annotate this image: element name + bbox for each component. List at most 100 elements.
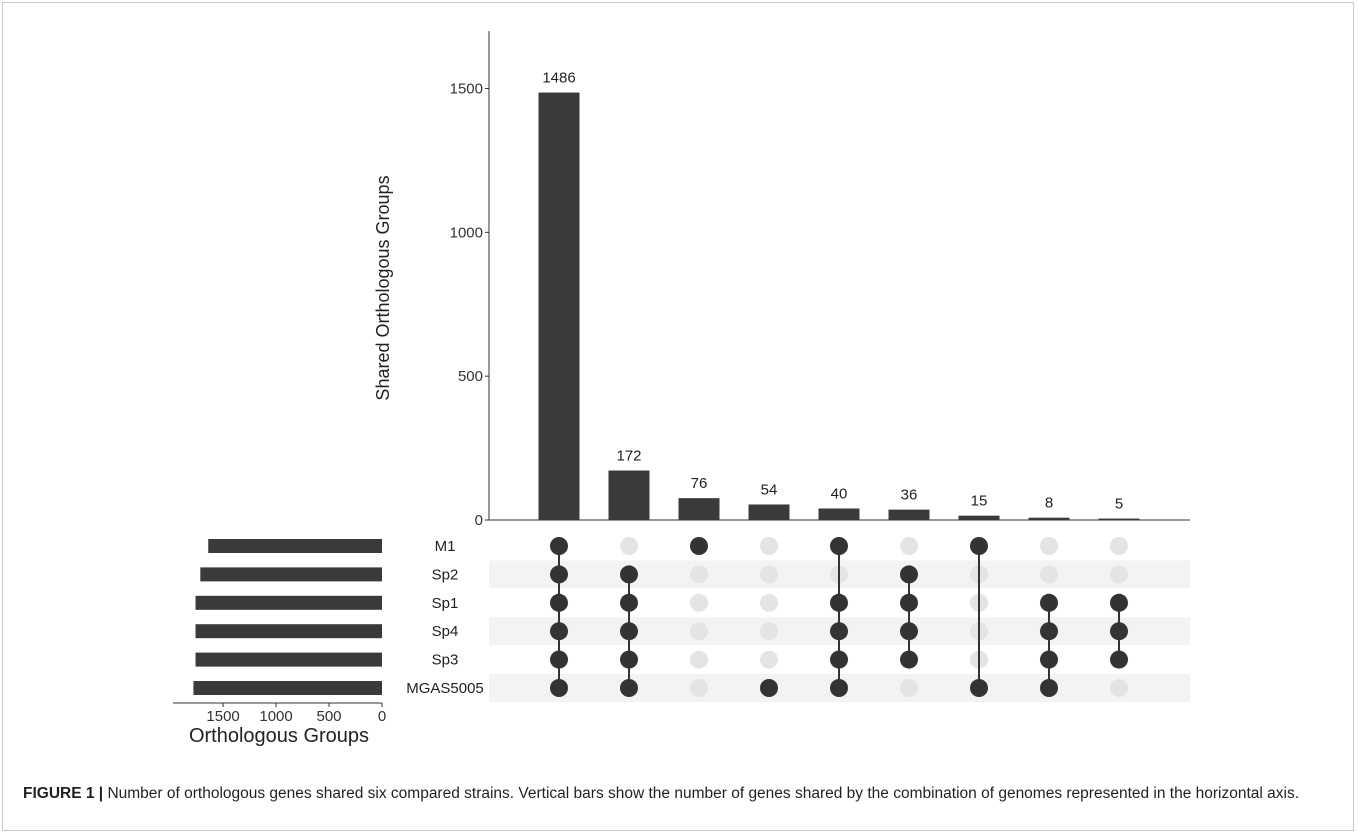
matrix-dot-active [1040, 593, 1058, 612]
matrix-dot-inactive [1040, 565, 1058, 584]
bar-value-label: 40 [831, 485, 848, 502]
y-axis: 0 500 1000 1500 [450, 31, 1190, 529]
matrix-dot-inactive [760, 622, 778, 641]
matrix-dot-inactive [690, 650, 708, 669]
matrix-dot-inactive [1040, 537, 1058, 555]
matrix-dot-inactive [1110, 565, 1128, 584]
matrix-dot-active [620, 622, 638, 641]
intersection-bars: 1486 172 76 54 40 36 15 8 5 [538, 70, 1140, 521]
matrix-dot-inactive [690, 679, 708, 697]
intersection-bar [678, 498, 720, 520]
y-tick-label: 500 [458, 368, 483, 385]
intersection-matrix [550, 537, 1128, 697]
matrix-dot-active [900, 565, 918, 584]
set-size-tick-label: 0 [378, 708, 386, 725]
matrix-dot-active [550, 679, 568, 697]
intersection-bar [538, 92, 580, 521]
matrix-dot-inactive [690, 622, 708, 641]
y-tick-label: 1500 [450, 81, 483, 98]
matrix-dot-active [1040, 650, 1058, 669]
bar-value-label: 5 [1115, 496, 1123, 513]
bar-value-label: 15 [971, 493, 988, 510]
matrix-dot-active [900, 593, 918, 612]
matrix-dot-inactive [760, 593, 778, 612]
matrix-dot-active [760, 679, 778, 697]
set-size-axis-label: Orthologous Groups [189, 725, 369, 747]
matrix-dot-active [830, 650, 848, 669]
bar-value-label: 36 [901, 487, 918, 504]
matrix-dot-active [900, 650, 918, 669]
set-size-axis: 1500 1000 500 0 [173, 702, 386, 725]
matrix-dot-active [550, 593, 568, 612]
matrix-dot-active [550, 622, 568, 641]
set-name-label: Sp4 [432, 623, 459, 640]
set-size-tick-label: 1000 [259, 708, 292, 725]
matrix-dot-active [1110, 650, 1128, 669]
matrix-dot-active [690, 537, 708, 555]
figure-caption: FIGURE 1 | Number of orthologous genes s… [23, 782, 1333, 805]
matrix-dot-active [550, 565, 568, 584]
matrix-dot-active [620, 593, 638, 612]
matrix-dot-active [830, 537, 848, 555]
y-axis-label: Shared Orthologous Groups [373, 175, 393, 400]
set-size-bar [208, 539, 382, 553]
matrix-dot-inactive [690, 593, 708, 612]
set-size-bar [195, 652, 382, 667]
set-name-label: MGAS5005 [406, 680, 484, 697]
matrix-dot-active [830, 622, 848, 641]
matrix-dot-active [830, 593, 848, 612]
matrix-dot-inactive [1110, 679, 1128, 697]
matrix-dot-inactive [900, 679, 918, 697]
matrix-dot-inactive [760, 565, 778, 584]
set-size-tick-label: 500 [317, 708, 342, 725]
set-names: M1 Sp2 Sp1 Sp4 Sp3 MGAS5005 [406, 538, 484, 697]
caption-text: Number of orthologous genes shared six c… [103, 785, 1300, 802]
set-size-bars [193, 539, 382, 695]
matrix-dot-inactive [690, 565, 708, 584]
matrix-dot-inactive [900, 537, 918, 555]
bar-value-label: 76 [691, 475, 708, 492]
intersection-bar [958, 515, 1000, 520]
bar-value-label: 8 [1045, 495, 1053, 512]
matrix-dot-active [1110, 593, 1128, 612]
caption-label: FIGURE 1 | [23, 785, 104, 802]
upset-chart: 0 500 1000 1500 Shared Orthologous Groups 1… [173, 31, 1190, 747]
matrix-dot-active [1040, 679, 1058, 697]
matrix-dot-inactive [760, 537, 778, 555]
matrix-dot-active [1110, 622, 1128, 641]
set-name-label: Sp2 [432, 566, 459, 583]
intersection-bar [1028, 517, 1070, 520]
matrix-dot-active [620, 679, 638, 697]
matrix-dot-active [550, 537, 568, 555]
matrix-dot-inactive [760, 650, 778, 669]
set-size-tick-label: 1500 [206, 708, 239, 725]
intersection-bar [608, 470, 650, 520]
set-size-bar [200, 567, 382, 582]
set-name-label: Sp3 [432, 652, 459, 669]
matrix-dot-active [550, 650, 568, 669]
matrix-dot-active [830, 679, 848, 697]
y-tick-label: 0 [475, 512, 483, 529]
matrix-dot-active [970, 679, 988, 697]
matrix-dot-active [1040, 622, 1058, 641]
intersection-bar [888, 509, 930, 520]
bar-value-label: 172 [616, 448, 641, 465]
intersection-bar [818, 508, 860, 520]
bar-value-label: 1486 [542, 70, 575, 87]
set-size-bar [195, 624, 382, 639]
intersection-bar [748, 504, 790, 520]
matrix-dot-active [900, 622, 918, 641]
set-name-label: M1 [435, 538, 456, 555]
set-name-label: Sp1 [432, 595, 459, 612]
matrix-dot-active [970, 537, 988, 555]
set-size-bar [193, 681, 382, 695]
y-tick-label: 1000 [450, 224, 483, 241]
matrix-dot-inactive [1110, 537, 1128, 555]
bar-value-label: 54 [761, 481, 778, 498]
matrix-dot-active [620, 565, 638, 584]
matrix-dot-active [620, 650, 638, 669]
intersection-bar [1098, 518, 1140, 520]
matrix-dot-inactive [620, 537, 638, 555]
set-size-bar [195, 595, 382, 610]
